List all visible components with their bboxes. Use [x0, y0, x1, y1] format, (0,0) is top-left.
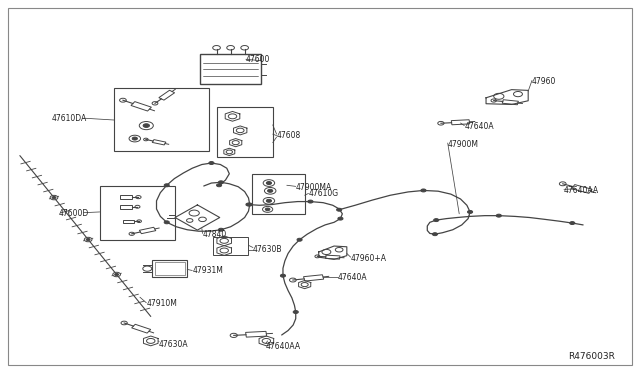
Text: 47610DA: 47610DA	[52, 114, 87, 123]
Bar	[152, 260, 188, 277]
Bar	[212, 237, 248, 254]
Circle shape	[266, 199, 271, 202]
Circle shape	[246, 203, 251, 206]
Circle shape	[297, 238, 302, 241]
Circle shape	[570, 222, 575, 225]
Circle shape	[247, 203, 252, 206]
Text: 47931M: 47931M	[192, 266, 223, 275]
Text: 47960+A: 47960+A	[351, 254, 387, 263]
Text: 47900M: 47900M	[448, 140, 479, 149]
Circle shape	[337, 208, 342, 211]
Text: 47608: 47608	[276, 131, 301, 140]
Circle shape	[86, 238, 90, 241]
Circle shape	[433, 233, 438, 235]
Circle shape	[209, 161, 214, 164]
Text: 47640A: 47640A	[465, 122, 494, 131]
Circle shape	[280, 274, 285, 277]
Text: 47600: 47600	[246, 55, 270, 64]
Circle shape	[421, 189, 426, 192]
Text: 47640A: 47640A	[338, 273, 367, 282]
Bar	[200, 54, 261, 84]
Circle shape	[496, 214, 501, 217]
Circle shape	[266, 182, 271, 185]
Text: 47960: 47960	[532, 77, 556, 86]
Circle shape	[52, 196, 56, 199]
Text: 47840: 47840	[202, 230, 227, 240]
Text: 47600D: 47600D	[58, 209, 88, 218]
Circle shape	[308, 200, 313, 203]
Bar	[115, 88, 209, 151]
Circle shape	[218, 228, 223, 231]
Circle shape	[338, 217, 343, 220]
Circle shape	[434, 219, 439, 222]
Circle shape	[143, 124, 150, 128]
Bar	[216, 107, 273, 157]
Circle shape	[50, 195, 58, 200]
Circle shape	[115, 273, 118, 276]
Text: 47630B: 47630B	[253, 244, 282, 253]
Circle shape	[132, 137, 138, 140]
Circle shape	[467, 211, 472, 214]
Circle shape	[293, 311, 298, 314]
Circle shape	[113, 272, 120, 277]
Text: 47640AA: 47640AA	[564, 186, 599, 195]
Bar	[252, 174, 305, 214]
Circle shape	[216, 184, 221, 187]
Circle shape	[268, 189, 273, 192]
Bar	[100, 186, 175, 240]
Circle shape	[84, 237, 92, 242]
Circle shape	[266, 208, 270, 211]
Text: 47640AA: 47640AA	[266, 341, 301, 350]
Text: 47910M: 47910M	[147, 299, 177, 308]
Text: 47630A: 47630A	[159, 340, 189, 349]
Text: 47610G: 47610G	[308, 189, 339, 198]
Circle shape	[164, 221, 170, 224]
Bar	[155, 262, 185, 275]
Text: R476003R: R476003R	[568, 352, 615, 361]
Text: 47900MA: 47900MA	[296, 183, 332, 192]
Circle shape	[218, 181, 223, 184]
Circle shape	[164, 184, 170, 187]
